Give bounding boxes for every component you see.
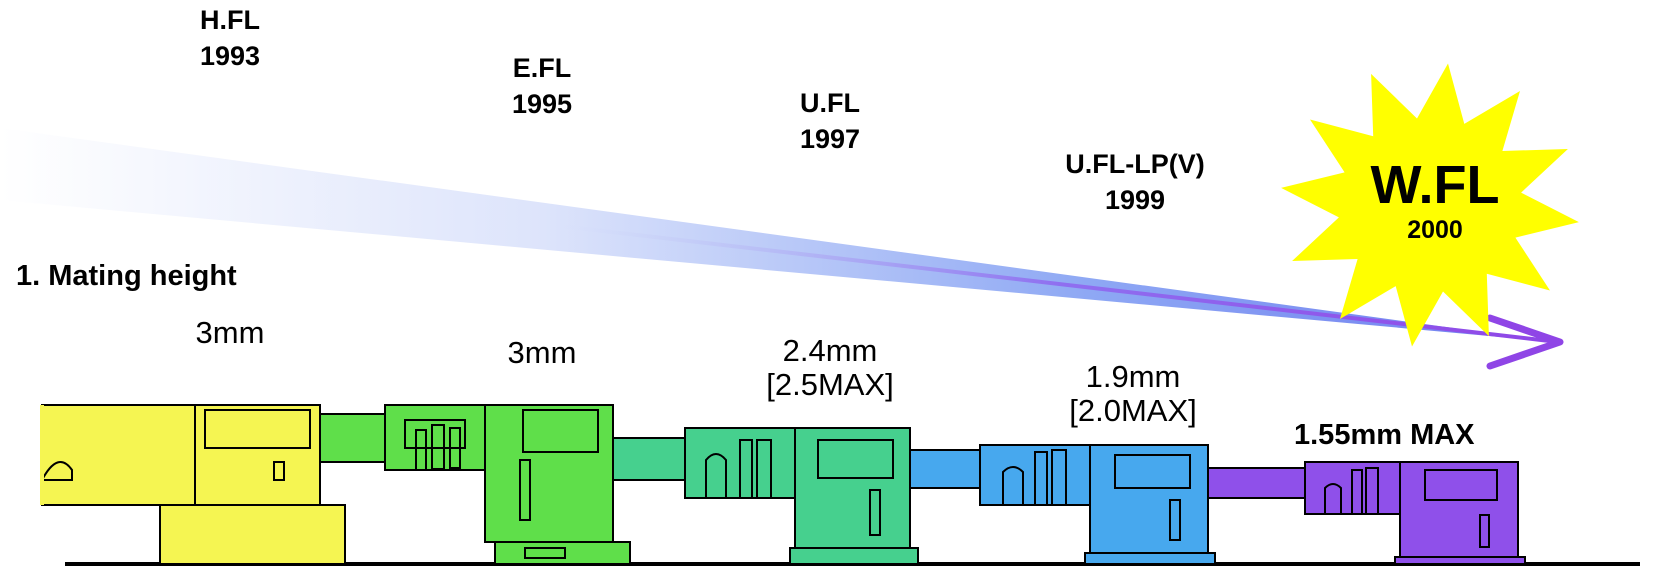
generation-name: E.FL: [512, 53, 572, 83]
height-max: [2.5MAX]: [766, 367, 894, 402]
section-title: 1. Mating height: [16, 260, 237, 292]
mating-height-ufl: 2.4mm [2.5MAX]: [735, 334, 925, 402]
generation-name: U.FL: [800, 88, 860, 118]
mating-height-ufl-lpv: 1.9mm [2.0MAX]: [1038, 360, 1228, 428]
trend-arrow-wedge: [0, 128, 1555, 342]
starburst-icon: [1281, 63, 1579, 347]
height-value: 3mm: [195, 315, 265, 350]
generation-year: 1997: [799, 124, 861, 154]
height-value: 3mm: [507, 335, 577, 370]
generation-year: 1995: [511, 89, 573, 119]
generation-label-efl: E.FL 1995: [462, 50, 622, 122]
mating-height-hfl: 3mm: [150, 316, 310, 350]
trend-arrow-line: [559, 224, 1559, 344]
cable-blue-purple: [1204, 467, 1311, 499]
generation-name: U.FL-LP(V): [1065, 149, 1205, 179]
trend-arrow: [0, 128, 1564, 370]
generation-label-ufl: U.FL 1997: [750, 85, 910, 157]
connector-ufl-lpv: [979, 444, 1216, 565]
generation-name: H.FL: [200, 5, 260, 35]
arrow-head-icon: [1486, 314, 1564, 370]
generation-label-wfl: W.FL 2000: [1340, 155, 1530, 245]
generation-label-hfl: H.FL 1993: [150, 2, 310, 74]
mating-height-wfl: 1.55mm MAX: [1294, 419, 1475, 451]
connector-wfl: [1304, 461, 1526, 565]
height-value: 1.9mm: [1085, 359, 1181, 394]
cable-green-teal: [611, 437, 691, 481]
generation-year: 1999: [1104, 185, 1166, 215]
connector-hfl: [40, 404, 346, 565]
generation-year: 2000: [1407, 216, 1463, 244]
generation-label-ufl-lpv: U.FL-LP(V) 1999: [1030, 146, 1240, 218]
height-value: 2.4mm: [782, 333, 878, 368]
generation-year: 1993: [199, 41, 261, 71]
cable-teal-blue: [907, 449, 989, 489]
connector-efl: [384, 404, 631, 565]
cable-segments: [317, 413, 1311, 499]
cable-yellow-green: [317, 413, 389, 463]
height-max: [2.0MAX]: [1069, 393, 1197, 428]
generation-name: W.FL: [1370, 155, 1500, 215]
connector-ufl: [684, 427, 919, 565]
mating-height-efl: 3mm: [462, 336, 622, 370]
